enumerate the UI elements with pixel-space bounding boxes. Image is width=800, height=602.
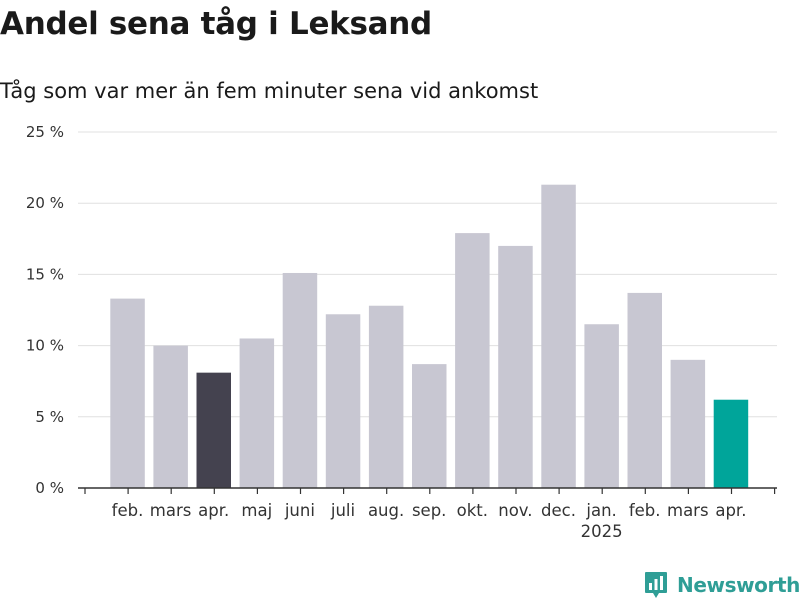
- x-tick-label: mars: [667, 501, 709, 520]
- bar-apr-2[interactable]: [196, 372, 232, 488]
- bar-chart-speech-bubble-icon: [645, 572, 667, 598]
- x-tick-label: nov.: [498, 501, 532, 520]
- x-tick-label: dec.: [541, 501, 576, 520]
- bar-mars-1[interactable]: [153, 345, 188, 488]
- bar-mars-13[interactable]: [670, 359, 706, 488]
- x-year-label: 2025: [581, 522, 623, 541]
- x-tick-label: feb.: [112, 501, 144, 520]
- y-tick-label: 15 %: [26, 265, 64, 283]
- y-axis-tick-labels: 0 % 5 % 10 % 15 % 20 % 25 %: [26, 123, 64, 497]
- bars: [110, 184, 749, 489]
- bar-aug-6[interactable]: [368, 305, 404, 488]
- x-tick-label: juni: [284, 501, 315, 520]
- bar-dec-10[interactable]: [541, 184, 576, 489]
- x-tick-label: apr.: [715, 501, 746, 520]
- y-tick-label: 25 %: [26, 123, 64, 141]
- x-tick-label: feb.: [629, 501, 661, 520]
- x-axis-tick-labels: feb. mars apr. maj juni juli aug. sep. okt. nov. d…: [112, 501, 747, 541]
- x-tick-label: maj: [241, 501, 272, 520]
- bar-juli-5[interactable]: [325, 314, 361, 488]
- y-tick-label: 20 %: [26, 194, 64, 212]
- bar-maj-3[interactable]: [239, 338, 275, 488]
- bar-okt-8[interactable]: [455, 233, 490, 488]
- bar-feb-12[interactable]: [627, 292, 663, 488]
- bar-apr-14[interactable]: [713, 399, 749, 488]
- x-tick-label: aug.: [368, 501, 404, 520]
- x-tick-label: okt.: [457, 501, 488, 520]
- bar-feb-0[interactable]: [110, 298, 145, 488]
- y-tick-label: 0 %: [35, 479, 64, 497]
- newsworthy-logo[interactable]: Newsworthy: [644, 568, 800, 602]
- x-tick-label: apr.: [198, 501, 229, 520]
- x-tick-label: juli: [330, 501, 355, 520]
- bar-jan-11[interactable]: [584, 324, 619, 488]
- chart-subtitle: Tåg som var mer än fem minuter sena vid …: [0, 79, 539, 103]
- bar-nov-9[interactable]: [498, 245, 533, 488]
- x-tick-label: mars: [150, 501, 192, 520]
- bar-sep-7[interactable]: [412, 364, 447, 488]
- y-tick-label: 10 %: [26, 337, 64, 355]
- x-tick-label: sep.: [412, 501, 446, 520]
- chart-title: Andel sena tåg i Leksand: [0, 6, 432, 42]
- bar-juni-4[interactable]: [282, 272, 318, 488]
- y-tick-label: 5 %: [35, 408, 64, 426]
- x-axis: [78, 487, 777, 494]
- brand-name: Newsworthy: [677, 573, 800, 597]
- x-tick-label: jan.: [585, 501, 616, 520]
